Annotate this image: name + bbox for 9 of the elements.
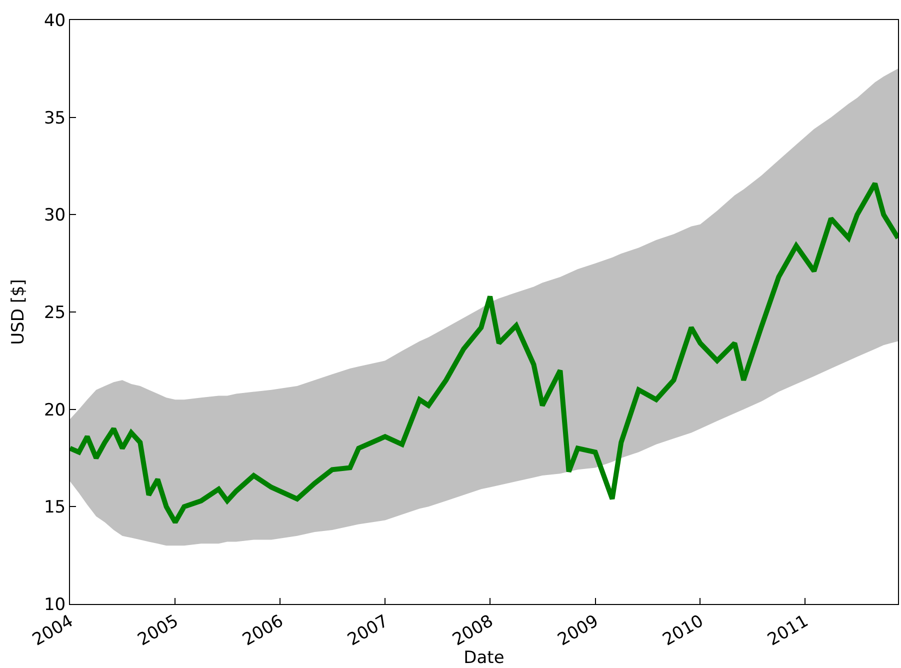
y-tick-label: 30 bbox=[44, 206, 66, 226]
x-axis-title: Date bbox=[464, 648, 504, 668]
y-tick-label: 20 bbox=[44, 400, 66, 420]
y-tick-label: 25 bbox=[44, 302, 66, 323]
y-tick-label: 35 bbox=[44, 108, 66, 128]
y-axis-title: USD [$] bbox=[8, 279, 29, 345]
y-tick-label: 40 bbox=[44, 10, 66, 31]
y-tick-label: 15 bbox=[44, 498, 66, 518]
y-tick-label: 10 bbox=[44, 594, 66, 615]
